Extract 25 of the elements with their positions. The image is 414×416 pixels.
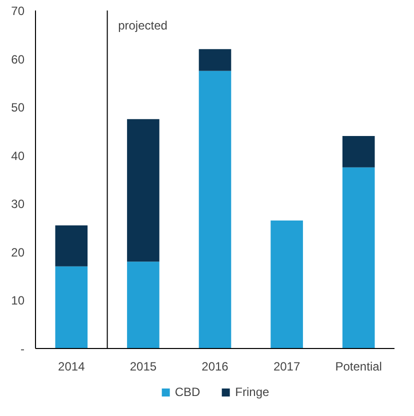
- bar: [127, 119, 160, 262]
- y-tick-label: 40: [11, 148, 25, 163]
- bar: [270, 220, 303, 348]
- y-tick-label: 20: [11, 245, 25, 260]
- y-tick-label: 60: [11, 52, 25, 66]
- legend-label: Fringe: [235, 385, 270, 399]
- x-tick-label: 2016: [202, 360, 229, 374]
- annotation: projected: [118, 18, 168, 32]
- y-tick-label: 70: [11, 4, 25, 18]
- bar: [127, 262, 160, 348]
- bar: [342, 167, 375, 348]
- bar: [55, 225, 88, 266]
- legend-label: CBD: [174, 385, 200, 399]
- y-tick-label: -: [20, 342, 25, 356]
- bar: [198, 70, 232, 348]
- bar: [198, 49, 232, 71]
- x-tick-label: 2014: [58, 360, 86, 374]
- y-tick-label: 30: [11, 197, 25, 212]
- x-tick-label: 2015: [130, 360, 157, 374]
- y-tick-label: 10: [11, 294, 25, 308]
- x-tick-label: Potential: [335, 360, 382, 374]
- bar: [342, 136, 375, 168]
- y-tick-label: 50: [11, 100, 25, 115]
- x-tick-label: 2017: [273, 360, 300, 374]
- bar: [55, 266, 88, 348]
